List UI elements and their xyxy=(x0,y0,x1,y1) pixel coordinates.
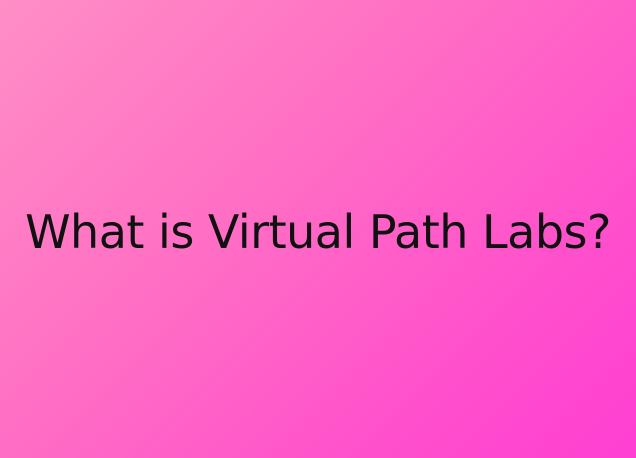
headline-text: What is Virtual Path Labs? xyxy=(25,205,611,259)
